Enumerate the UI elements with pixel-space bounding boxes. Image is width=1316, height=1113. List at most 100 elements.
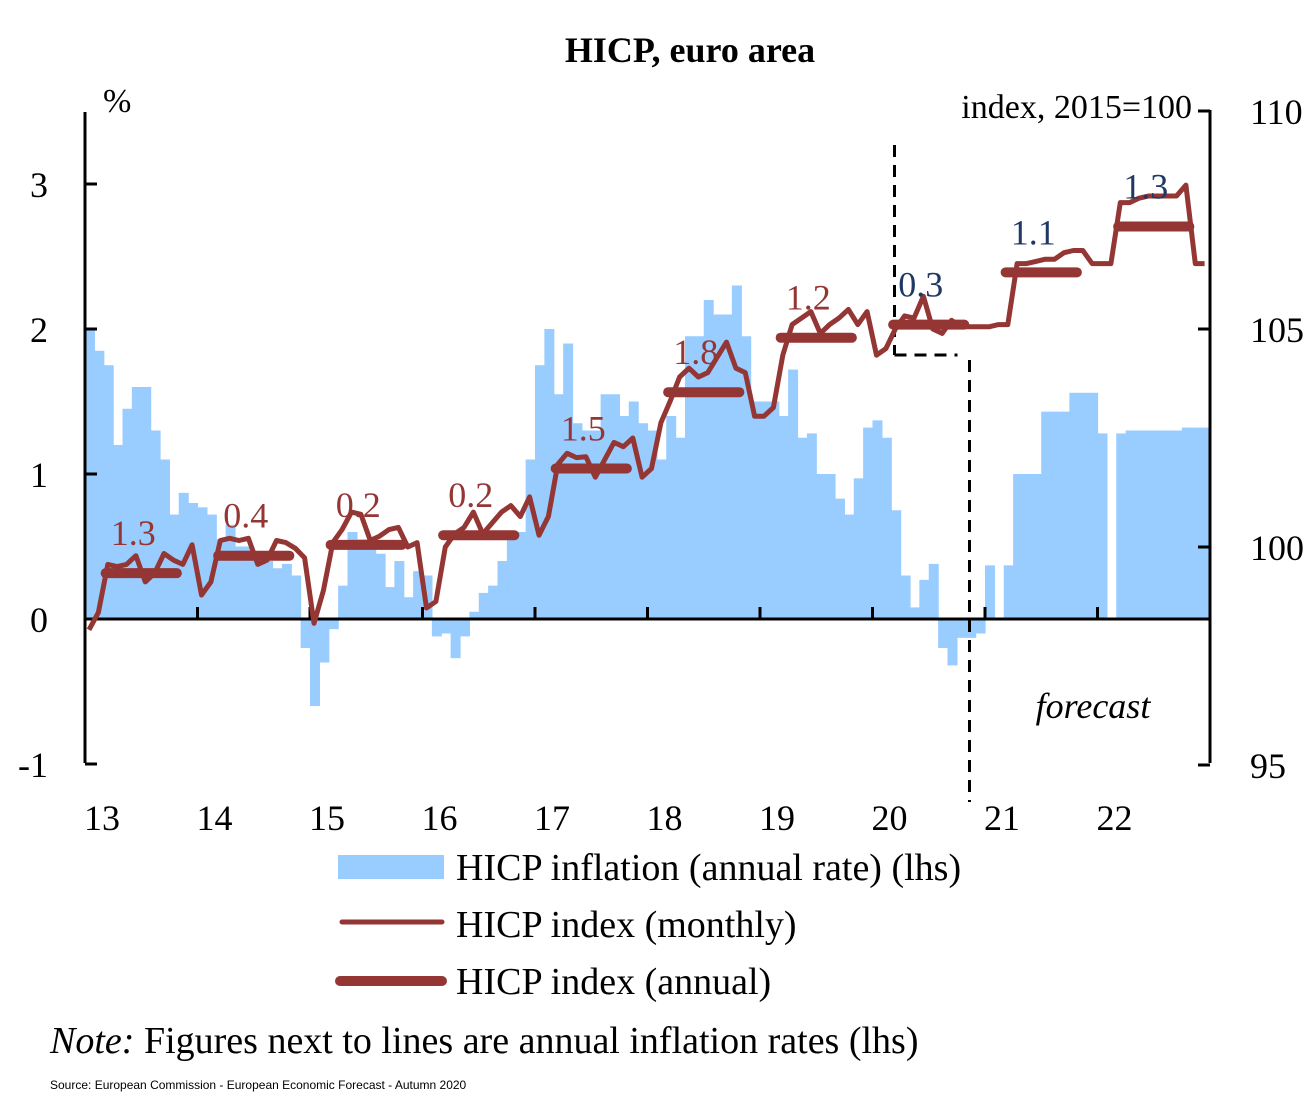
left-tick-label: 3 bbox=[30, 165, 48, 205]
inflation-bar bbox=[760, 401, 770, 619]
inflation-bar bbox=[1022, 474, 1033, 619]
annual-inflation-label: 1.2 bbox=[786, 278, 831, 318]
inflation-bar bbox=[338, 585, 349, 619]
inflation-bar bbox=[506, 539, 517, 619]
inflation-bar bbox=[647, 430, 658, 619]
inflation-bar bbox=[431, 619, 442, 637]
inflation-bar bbox=[1031, 474, 1042, 619]
inflation-bar bbox=[235, 546, 245, 619]
inflation-bar bbox=[731, 285, 742, 619]
inflation-bar bbox=[797, 437, 808, 619]
inflation-bar bbox=[685, 336, 695, 619]
inflation-bar bbox=[197, 507, 208, 619]
inflation-bar bbox=[1191, 427, 1202, 619]
legend: HICP inflation (annual rate) (lhs) HICP … bbox=[335, 847, 961, 1003]
inflation-bar bbox=[919, 579, 930, 619]
x-tick-label: 16 bbox=[422, 798, 458, 838]
inflation-bar bbox=[244, 546, 255, 619]
inflation-bar bbox=[563, 343, 574, 619]
inflation-bar bbox=[741, 336, 752, 619]
inflation-bar bbox=[488, 585, 499, 619]
note: Note: Figures next to lines are annual i… bbox=[49, 1020, 919, 1062]
inflation-bar bbox=[675, 437, 686, 619]
right-tick-label: 105 bbox=[1250, 310, 1304, 350]
forecast-divider bbox=[893, 145, 971, 802]
legend-label-monthly: HICP index (monthly) bbox=[456, 904, 797, 946]
inflation-bar bbox=[750, 401, 761, 619]
right-tick-label: 110 bbox=[1250, 92, 1303, 132]
inflation-bar bbox=[403, 597, 414, 619]
inflation-bar bbox=[591, 430, 602, 619]
left-tick-label: -1 bbox=[18, 745, 48, 785]
x-tick-label: 20 bbox=[872, 798, 908, 838]
inflation-bar bbox=[628, 401, 639, 619]
inflation-bar bbox=[1078, 392, 1089, 619]
inflation-bar bbox=[1097, 433, 1108, 619]
inflation-bar bbox=[441, 619, 452, 634]
inflation-bar bbox=[910, 607, 920, 619]
inflation-bar bbox=[1163, 430, 1174, 619]
annual-inflation-label: 0.3 bbox=[898, 265, 943, 305]
x-tick-label: 17 bbox=[534, 798, 570, 838]
inflation-bar bbox=[385, 587, 395, 619]
note-text: Figures next to lines are annual inflati… bbox=[134, 1020, 918, 1062]
inflation-bar bbox=[816, 474, 827, 619]
inflation-bar bbox=[572, 423, 583, 619]
inflation-bar bbox=[975, 619, 986, 634]
inflation-bar bbox=[985, 565, 995, 619]
inflation-bar bbox=[900, 575, 911, 619]
inflation-bar bbox=[281, 563, 292, 619]
inflation-bar bbox=[272, 568, 283, 619]
inflation-bar bbox=[478, 592, 489, 619]
x-tick-label: 13 bbox=[84, 798, 120, 838]
inflation-bar bbox=[966, 619, 977, 638]
inflation-bar bbox=[160, 459, 170, 619]
inflation-bar bbox=[722, 314, 733, 619]
inflation-bar bbox=[422, 575, 433, 619]
inflation-bar bbox=[1181, 427, 1192, 619]
inflation-bar bbox=[291, 575, 302, 619]
left-tick-label: 1 bbox=[30, 455, 48, 495]
note-prefix: Note: bbox=[49, 1020, 134, 1062]
inflation-bar bbox=[600, 394, 611, 619]
chart-title: HICP, euro area bbox=[565, 30, 815, 70]
x-tick-label: 22 bbox=[1097, 798, 1133, 838]
inflation-bar bbox=[319, 619, 330, 663]
inflation-bar bbox=[300, 619, 311, 648]
inflation-bar bbox=[844, 514, 855, 619]
inflation-bar bbox=[516, 532, 527, 619]
inflation-bar bbox=[553, 394, 564, 619]
inflation-bar bbox=[497, 561, 508, 619]
inflation-bar bbox=[947, 619, 958, 666]
inflation-bar bbox=[1200, 427, 1211, 619]
axes bbox=[83, 109, 1212, 767]
inflation-bar bbox=[366, 539, 377, 619]
inflation-bar bbox=[394, 561, 405, 619]
right-tick-label: 95 bbox=[1250, 746, 1286, 786]
inflation-bar bbox=[253, 553, 264, 619]
inflation-bar bbox=[835, 498, 845, 619]
legend-swatch-bars bbox=[338, 855, 444, 879]
inflation-bar bbox=[525, 459, 536, 619]
inflation-bar bbox=[94, 350, 105, 619]
inflation-bar bbox=[778, 416, 789, 619]
inflation-bar bbox=[1060, 411, 1070, 619]
annual-inflation-labels: 1.3 0.4 0.2 0.2 1.5 1.8 1.2 0.3 1.1 1.3 bbox=[111, 167, 1169, 554]
inflation-bar bbox=[356, 539, 367, 619]
inflation-bar bbox=[1050, 411, 1061, 619]
x-tick-label: 19 bbox=[759, 798, 795, 838]
inflation-bar bbox=[450, 619, 461, 659]
inflation-bar bbox=[328, 619, 339, 630]
right-tick-label: 100 bbox=[1250, 528, 1304, 568]
left-tick-label: 2 bbox=[30, 310, 48, 350]
inflation-bar bbox=[881, 437, 892, 619]
left-tick-label: 0 bbox=[30, 600, 48, 640]
inflation-bars bbox=[85, 285, 1211, 706]
inflation-bar bbox=[1003, 565, 1014, 619]
inflation-bar bbox=[1153, 430, 1164, 619]
inflation-bar bbox=[310, 619, 320, 706]
x-tick-label: 14 bbox=[197, 798, 233, 838]
inflation-bar bbox=[638, 423, 649, 619]
inflation-bar bbox=[863, 427, 874, 619]
